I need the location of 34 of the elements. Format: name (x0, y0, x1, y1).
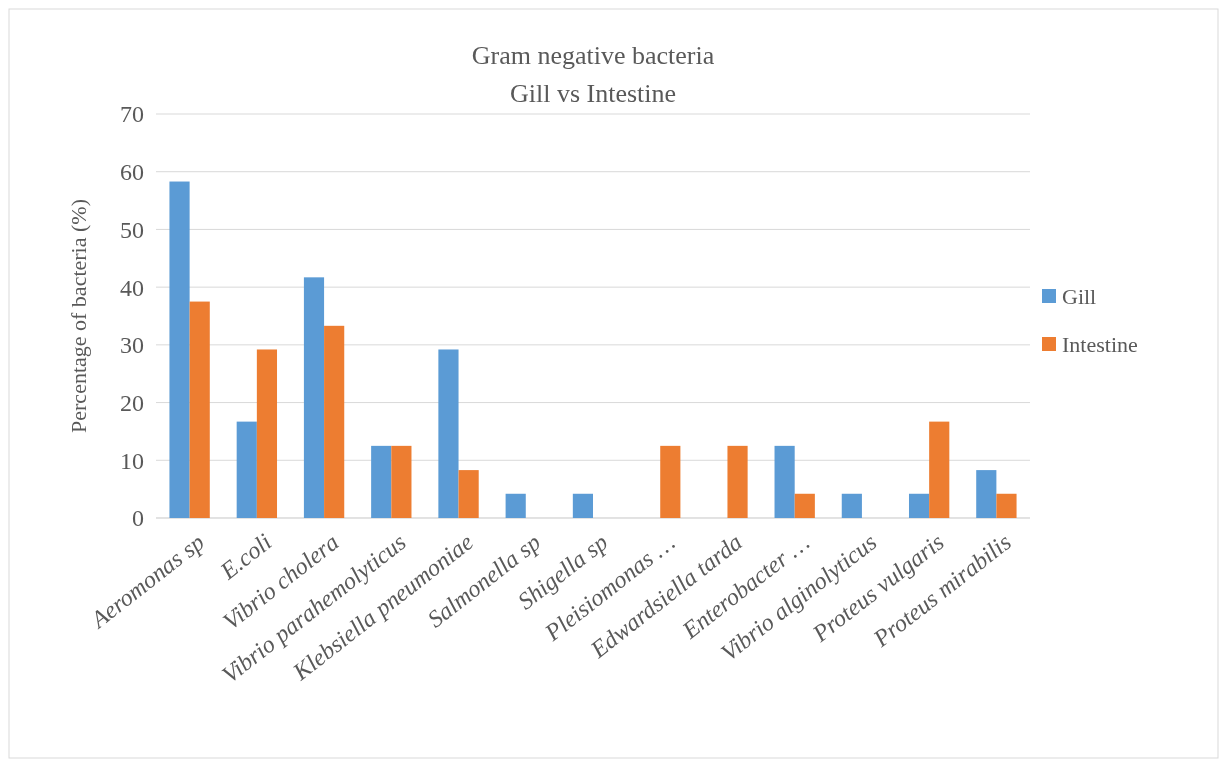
y-tick-label: 70 (120, 101, 144, 128)
y-tick-label: 50 (120, 216, 144, 243)
bar (660, 445, 681, 518)
bar (458, 470, 479, 518)
y-axis-title: Percentage of bacteria (%) (66, 199, 91, 433)
bar (303, 277, 325, 518)
bar (438, 349, 459, 518)
bar (774, 445, 795, 518)
bar (391, 445, 412, 518)
bar (841, 493, 862, 518)
y-tick-label: 10 (120, 447, 144, 474)
chart-subtitle: Gill vs Intestine (509, 79, 677, 108)
bar (371, 445, 392, 518)
y-tick-label: 60 (120, 159, 144, 186)
y-tick-label: 20 (120, 389, 144, 416)
y-tick-label: 30 (120, 332, 144, 359)
bar (256, 349, 278, 518)
bar (324, 325, 345, 518)
bar (727, 445, 748, 518)
bar (236, 421, 257, 518)
bar (996, 493, 1017, 518)
bar (505, 493, 526, 518)
bar (189, 301, 210, 518)
y-tick-label: 0 (132, 505, 144, 532)
y-tick-label: 40 (120, 274, 144, 301)
legend-label: Gill (1062, 283, 1097, 309)
bar (976, 470, 997, 518)
bar (908, 493, 930, 518)
bar (794, 493, 815, 518)
bar (169, 181, 190, 518)
legend-label: Intestine (1062, 331, 1138, 357)
bar (929, 421, 950, 518)
bar (572, 493, 593, 518)
chart-title: Gram negative bacteria (471, 41, 715, 70)
